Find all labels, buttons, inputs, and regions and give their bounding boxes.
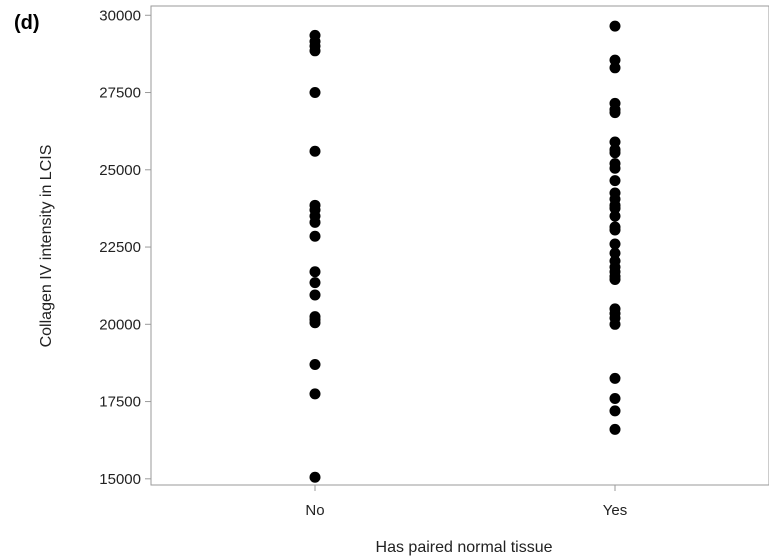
data-point — [609, 224, 621, 236]
data-point — [609, 273, 621, 285]
data-point — [609, 405, 621, 417]
data-point — [609, 54, 621, 66]
data-point — [309, 145, 321, 157]
data-point — [609, 62, 621, 74]
data-point — [609, 210, 621, 222]
y-axis: 15000 17500 20000 22500 25000 27500 30000 — [99, 7, 151, 488]
x-axis-title: Has paired normal tissue — [376, 539, 553, 556]
data-point — [609, 202, 621, 214]
data-point — [609, 247, 621, 259]
data-point — [309, 358, 321, 370]
data-point — [309, 216, 321, 228]
y-tick-label: 22500 — [99, 239, 141, 256]
data-point — [609, 136, 621, 148]
y-tick-label: 17500 — [99, 394, 141, 411]
data-point — [609, 238, 621, 250]
data-point — [609, 162, 621, 174]
data-point — [309, 266, 321, 278]
data-point — [609, 372, 621, 384]
data-point — [309, 230, 321, 242]
y-tick-label: 27500 — [99, 85, 141, 102]
data-point — [609, 318, 621, 330]
y-tick-label: 20000 — [99, 316, 141, 333]
data-point — [309, 277, 321, 289]
data-point — [609, 107, 621, 119]
data-point — [309, 87, 321, 99]
data-point — [609, 175, 621, 187]
data-point — [609, 423, 621, 435]
data-point — [309, 388, 321, 400]
data-point — [309, 45, 321, 57]
y-tick-label: 15000 — [99, 471, 141, 488]
data-point — [309, 289, 321, 301]
y-axis-title: Collagen IV intensity in LCIS — [38, 145, 55, 348]
x-tick-label: No — [305, 502, 324, 519]
data-point — [609, 147, 621, 159]
plot-frame — [150, 5, 769, 486]
data-points — [309, 20, 621, 483]
x-tick-label: Yes — [603, 502, 627, 519]
y-tick-label: 30000 — [99, 7, 141, 24]
x-axis: No Yes — [305, 485, 627, 519]
data-point — [609, 20, 621, 32]
panel-label: (d) — [14, 12, 40, 34]
data-point — [309, 471, 321, 483]
y-tick-label: 25000 — [99, 162, 141, 179]
data-point — [609, 392, 621, 404]
data-point — [309, 317, 321, 329]
